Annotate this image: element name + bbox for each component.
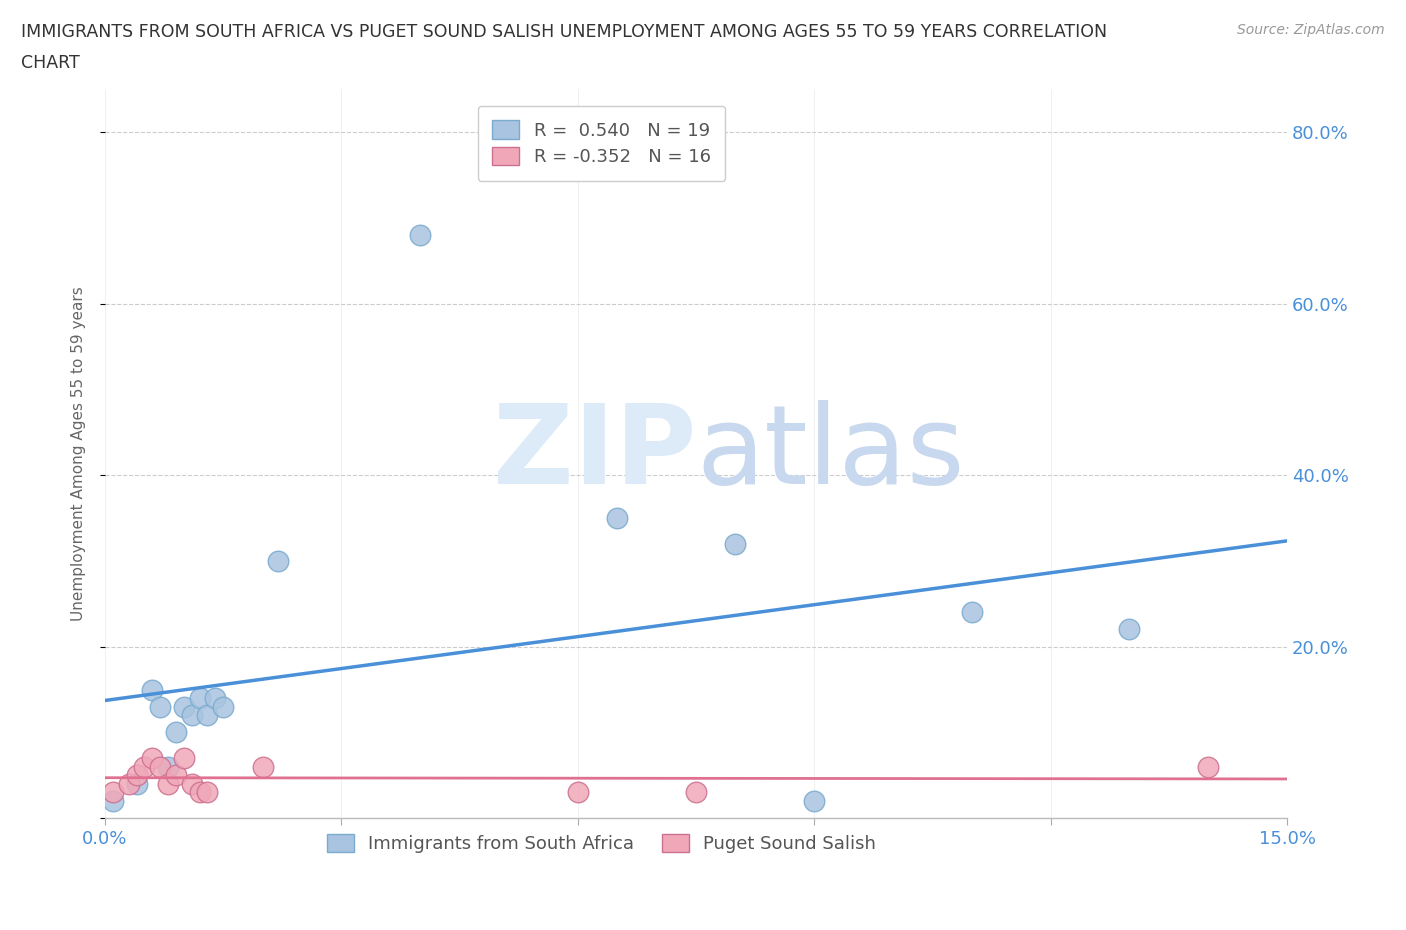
Text: CHART: CHART	[21, 54, 80, 72]
Point	[204, 691, 226, 706]
Point	[141, 682, 163, 697]
Text: IMMIGRANTS FROM SOUTH AFRICA VS PUGET SOUND SALISH UNEMPLOYMENT AMONG AGES 55 TO: IMMIGRANTS FROM SOUTH AFRICA VS PUGET SO…	[21, 23, 1107, 41]
Point	[803, 793, 825, 808]
Point	[101, 793, 124, 808]
Point	[157, 759, 180, 774]
Point	[724, 537, 747, 551]
Point	[165, 768, 187, 783]
Point	[197, 708, 219, 723]
Point	[141, 751, 163, 765]
Point	[173, 699, 195, 714]
Point	[606, 511, 628, 525]
Text: Source: ZipAtlas.com: Source: ZipAtlas.com	[1237, 23, 1385, 37]
Point	[180, 777, 202, 791]
Point	[252, 759, 274, 774]
Point	[188, 785, 211, 800]
Text: ZIP: ZIP	[492, 400, 696, 507]
Point	[960, 604, 983, 619]
Point	[149, 699, 172, 714]
Legend: Immigrants from South Africa, Puget Sound Salish: Immigrants from South Africa, Puget Soun…	[319, 826, 883, 860]
Point	[149, 759, 172, 774]
Point	[1118, 622, 1140, 637]
Point	[1197, 759, 1219, 774]
Point	[197, 785, 219, 800]
Point	[165, 724, 187, 739]
Point	[125, 768, 148, 783]
Y-axis label: Unemployment Among Ages 55 to 59 years: Unemployment Among Ages 55 to 59 years	[72, 286, 86, 621]
Point	[567, 785, 589, 800]
Point	[101, 785, 124, 800]
Point	[173, 751, 195, 765]
Point	[134, 759, 156, 774]
Point	[157, 777, 180, 791]
Point	[685, 785, 707, 800]
Point	[117, 777, 139, 791]
Point	[267, 553, 290, 568]
Point	[180, 708, 202, 723]
Point	[212, 699, 235, 714]
Point	[188, 691, 211, 706]
Point	[409, 228, 432, 243]
Text: atlas: atlas	[696, 400, 965, 507]
Point	[125, 777, 148, 791]
